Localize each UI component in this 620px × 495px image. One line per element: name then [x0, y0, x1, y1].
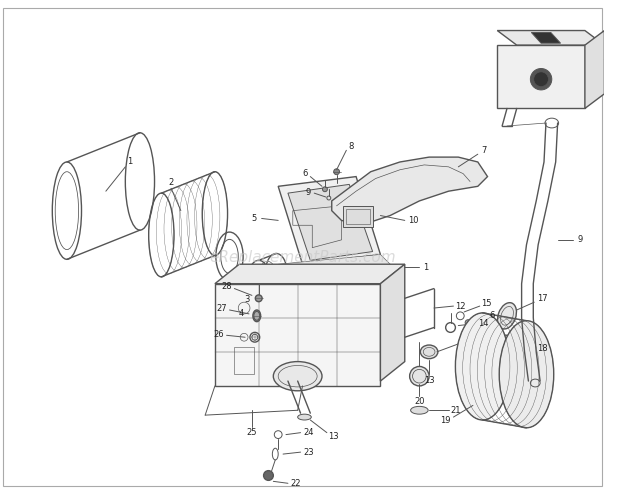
Ellipse shape — [298, 414, 311, 420]
Text: 2: 2 — [169, 178, 174, 187]
Ellipse shape — [499, 321, 554, 428]
Text: 9: 9 — [577, 235, 583, 245]
Text: 1: 1 — [423, 263, 429, 272]
Text: 28: 28 — [221, 282, 232, 291]
Ellipse shape — [253, 310, 260, 322]
Text: 15: 15 — [481, 298, 492, 308]
Text: 18: 18 — [537, 345, 547, 353]
Ellipse shape — [410, 366, 429, 386]
Ellipse shape — [465, 320, 471, 326]
Text: 24: 24 — [303, 428, 314, 437]
Polygon shape — [585, 31, 604, 108]
Text: 5: 5 — [251, 214, 257, 223]
Ellipse shape — [410, 406, 428, 414]
Polygon shape — [497, 31, 604, 45]
Text: 8: 8 — [348, 142, 354, 151]
Ellipse shape — [530, 68, 552, 90]
Text: 13: 13 — [424, 376, 435, 385]
Polygon shape — [278, 177, 381, 264]
Text: 23: 23 — [303, 447, 314, 456]
Ellipse shape — [273, 361, 322, 391]
Bar — [234, 347, 254, 374]
Ellipse shape — [534, 72, 548, 87]
Text: 21: 21 — [450, 406, 461, 415]
Text: eReplacementParts.com: eReplacementParts.com — [209, 250, 396, 265]
Text: 6: 6 — [303, 169, 308, 178]
Text: 12: 12 — [455, 301, 466, 310]
Ellipse shape — [255, 295, 262, 301]
Text: 6: 6 — [490, 311, 495, 320]
Text: 20: 20 — [414, 397, 425, 406]
Ellipse shape — [264, 471, 273, 480]
Ellipse shape — [497, 302, 516, 329]
Polygon shape — [381, 264, 405, 381]
Polygon shape — [531, 33, 560, 43]
Text: 14: 14 — [479, 319, 489, 328]
Text: 7: 7 — [481, 146, 486, 155]
Bar — [347, 209, 370, 224]
Text: 3: 3 — [244, 295, 250, 304]
Text: 1: 1 — [128, 157, 133, 166]
Text: 17: 17 — [537, 294, 547, 303]
Polygon shape — [497, 45, 585, 108]
Ellipse shape — [334, 169, 340, 175]
Text: 26: 26 — [213, 330, 224, 339]
Ellipse shape — [456, 313, 510, 420]
Text: 27: 27 — [216, 303, 227, 312]
Text: 25: 25 — [247, 428, 257, 437]
Text: 13: 13 — [329, 432, 339, 441]
Text: 9: 9 — [306, 188, 311, 197]
Text: 4: 4 — [619, 60, 620, 69]
Polygon shape — [332, 157, 487, 225]
Ellipse shape — [254, 311, 260, 320]
Polygon shape — [288, 184, 373, 260]
Text: 10: 10 — [409, 216, 419, 225]
Text: 22: 22 — [290, 479, 301, 488]
Text: 4: 4 — [239, 309, 244, 318]
Polygon shape — [215, 284, 381, 386]
Ellipse shape — [322, 187, 327, 192]
Polygon shape — [215, 264, 405, 284]
Bar — [343, 206, 373, 227]
Text: 19: 19 — [440, 416, 451, 426]
Ellipse shape — [420, 345, 438, 359]
Polygon shape — [278, 254, 400, 284]
